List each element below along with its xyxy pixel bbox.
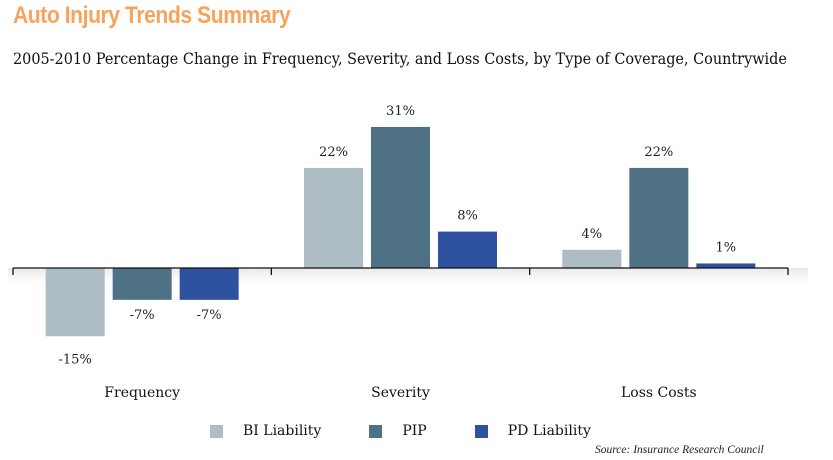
- legend-item-pip: PIP: [369, 423, 427, 439]
- category-label: Frequency: [104, 385, 180, 401]
- data-label: 31%: [386, 104, 415, 119]
- legend-item-pd-liability: PD Liability: [474, 423, 591, 439]
- source-note: Source: Insurance Research Council: [595, 444, 764, 456]
- legend-item-bi-liability: BI Liability: [210, 423, 321, 439]
- data-label: 1%: [716, 240, 737, 255]
- bar-loss-costs-pip: [629, 167, 689, 268]
- data-label: -15%: [59, 352, 92, 367]
- bar-severity-pd-liability: [438, 231, 497, 268]
- data-label: 22%: [644, 145, 673, 160]
- legend-swatch: [474, 424, 488, 438]
- bar-loss-costs-bi-liability: [562, 249, 622, 268]
- legend: BI Liability PIP PD Liability: [210, 423, 639, 439]
- data-label: 8%: [457, 209, 478, 224]
- legend-swatch: [369, 424, 383, 438]
- data-label: 4%: [582, 227, 603, 242]
- category-label: Loss Costs: [621, 385, 697, 401]
- legend-swatch: [210, 424, 223, 438]
- legend-label: PIP: [402, 423, 427, 439]
- bar-frequency-pd-liability: [179, 268, 239, 300]
- bar-loss-costs-pd-liability: [696, 263, 756, 268]
- category-label: Severity: [371, 385, 430, 401]
- bar-severity-bi-liability: [304, 167, 363, 268]
- data-label: -7%: [197, 308, 222, 323]
- legend-label: BI Liability: [243, 423, 322, 439]
- bar-severity-pip: [371, 126, 430, 268]
- bar-frequency-bi-liability: [45, 268, 105, 337]
- chart-title: Auto Injury Trends Summary: [13, 2, 291, 29]
- bar-frequency-pip: [112, 268, 172, 300]
- data-label: -7%: [130, 308, 155, 323]
- legend-label: PD Liability: [507, 423, 591, 439]
- data-label: 22%: [319, 145, 348, 160]
- chart-subtitle: 2005-2010 Percentage Change in Frequency…: [13, 50, 787, 68]
